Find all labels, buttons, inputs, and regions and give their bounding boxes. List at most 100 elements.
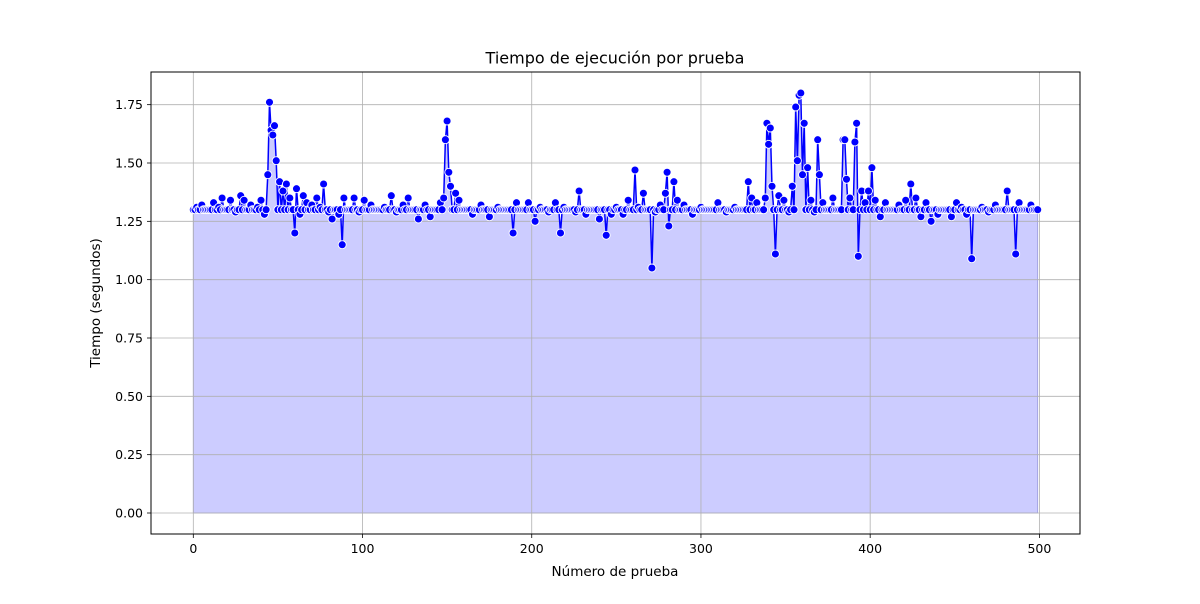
data-point-257 xyxy=(623,195,633,205)
data-point-189 xyxy=(508,228,518,238)
data-point-486 xyxy=(1011,249,1021,259)
data-point-148 xyxy=(439,193,449,203)
data-point-280 xyxy=(662,167,672,177)
data-point-73 xyxy=(312,193,322,203)
y-tick-label-0: 0.00 xyxy=(115,506,143,521)
data-point-261 xyxy=(630,165,640,175)
data-point-403 xyxy=(870,195,880,205)
y-axis-label: Tiempo (segundos) xyxy=(88,238,104,369)
data-point-481 xyxy=(1002,186,1012,196)
data-point-360 xyxy=(798,170,807,180)
data-point-147 xyxy=(437,205,447,215)
data-point-57 xyxy=(285,193,295,203)
data-point-401 xyxy=(867,163,877,173)
data-point-88 xyxy=(337,240,347,250)
data-point-281 xyxy=(664,221,674,231)
data-point-149 xyxy=(440,135,450,145)
plot-frame xyxy=(150,71,1081,535)
data-point-271 xyxy=(647,263,657,273)
data-point-385 xyxy=(840,135,850,145)
data-point-357 xyxy=(792,156,802,166)
data-point-151 xyxy=(444,167,454,177)
data-point-55 xyxy=(281,179,291,189)
x-tick-label-5: 500 xyxy=(1027,541,1051,556)
data-point-244 xyxy=(601,230,611,240)
data-point-266 xyxy=(638,188,648,198)
data-point-133 xyxy=(413,214,423,224)
data-point-60 xyxy=(290,228,300,238)
chart-title: Tiempo de ejecución por prueba xyxy=(485,49,745,68)
data-point-30 xyxy=(239,195,249,205)
data-point-217 xyxy=(556,228,565,238)
x-axis-ticks: 0 100 200 300 400 500 xyxy=(189,534,1051,556)
y-tick-label-7: 1.75 xyxy=(115,97,143,112)
data-point-65 xyxy=(298,191,308,201)
data-point-40 xyxy=(256,195,266,205)
x-tick-label-4: 400 xyxy=(858,541,882,556)
data-point-337 xyxy=(759,205,769,215)
x-tick-label-1: 100 xyxy=(351,541,375,556)
data-point-359 xyxy=(796,88,806,98)
data-point-17 xyxy=(217,193,227,203)
y-tick-label-1: 0.25 xyxy=(115,447,143,462)
data-point-370 xyxy=(814,170,824,180)
data-point-22 xyxy=(226,195,235,205)
data-point-388 xyxy=(845,193,855,203)
data-point-361 xyxy=(799,118,809,128)
data-point-386 xyxy=(842,174,851,184)
data-point-340 xyxy=(764,139,774,149)
y-tick-label-6: 1.50 xyxy=(115,156,143,171)
data-point-47 xyxy=(268,130,278,140)
data-point-117 xyxy=(386,191,396,201)
data-point-341 xyxy=(765,123,775,133)
data-point-338 xyxy=(760,193,770,203)
data-point-284 xyxy=(669,177,679,187)
data-points-layer xyxy=(188,88,1043,273)
data-point-363 xyxy=(803,163,813,173)
data-point-344 xyxy=(770,249,780,259)
data-point-460 xyxy=(967,254,977,264)
data-point-421 xyxy=(901,195,911,205)
data-point-391 xyxy=(850,137,860,147)
data-point-202 xyxy=(530,216,540,226)
data-point-45 xyxy=(265,97,274,107)
x-tick-label-3: 300 xyxy=(689,541,713,556)
y-tick-label-3: 0.75 xyxy=(115,331,143,346)
data-point-369 xyxy=(813,135,823,145)
data-point-152 xyxy=(446,181,455,191)
data-point-44 xyxy=(263,170,273,180)
data-point-399 xyxy=(864,186,873,196)
data-point-101 xyxy=(359,195,369,205)
data-point-499 xyxy=(1033,205,1043,215)
data-point-392 xyxy=(852,118,862,128)
data-point-89 xyxy=(339,193,349,203)
y-tick-label-2: 0.50 xyxy=(115,389,143,404)
data-point-349 xyxy=(779,195,789,205)
data-point-286 xyxy=(672,195,682,205)
y-tick-label-4: 1.00 xyxy=(115,272,143,287)
data-point-240 xyxy=(594,214,604,224)
y-tick-label-5: 1.25 xyxy=(115,214,143,229)
x-axis-label: Número de prueba xyxy=(552,564,679,580)
data-point-279 xyxy=(660,188,670,198)
data-point-355 xyxy=(789,205,799,215)
data-point-155 xyxy=(451,188,461,198)
data-point-393 xyxy=(853,251,863,261)
data-point-48 xyxy=(270,121,279,131)
data-point-436 xyxy=(926,216,936,226)
data-point-82 xyxy=(327,214,337,224)
data-point-150 xyxy=(442,116,452,126)
data-point-95 xyxy=(349,193,359,203)
x-tick-label-0: 0 xyxy=(189,541,197,556)
data-point-49 xyxy=(271,156,281,166)
data-point-424 xyxy=(906,179,916,189)
data-point-378 xyxy=(828,193,838,203)
data-point-228 xyxy=(574,186,584,196)
grid-layer xyxy=(151,72,1080,534)
data-point-354 xyxy=(787,181,797,191)
data-point-356 xyxy=(791,102,801,112)
data-point-342 xyxy=(767,181,777,191)
data-point-427 xyxy=(911,193,921,203)
